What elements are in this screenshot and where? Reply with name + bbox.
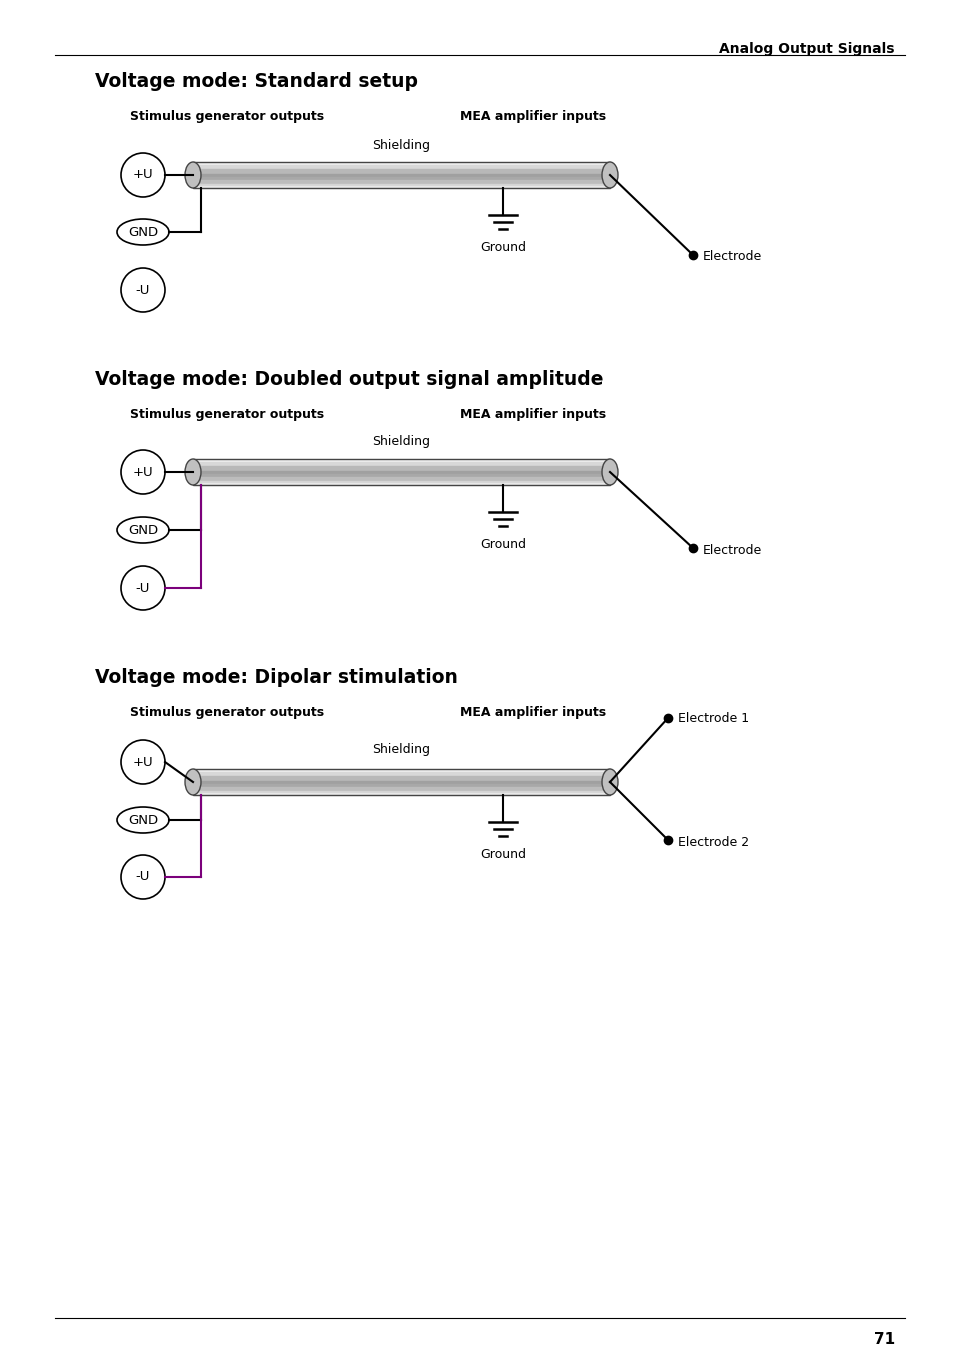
Text: Electrode: Electrode — [702, 251, 761, 263]
Text: Shielding: Shielding — [372, 139, 430, 153]
Text: Electrode 1: Electrode 1 — [678, 711, 748, 725]
Ellipse shape — [185, 162, 201, 188]
Text: Voltage mode: Dipolar stimulation: Voltage mode: Dipolar stimulation — [95, 668, 457, 687]
Text: Voltage mode: Standard setup: Voltage mode: Standard setup — [95, 72, 417, 90]
Bar — [193, 787, 609, 791]
Text: -U: -U — [135, 871, 150, 883]
Bar — [193, 481, 609, 483]
Text: MEA amplifier inputs: MEA amplifier inputs — [459, 706, 605, 720]
Text: Shielding: Shielding — [372, 435, 430, 448]
Bar — [193, 459, 609, 485]
Text: Shielding: Shielding — [372, 743, 430, 756]
Text: +U: +U — [132, 169, 153, 181]
Text: GND: GND — [128, 814, 158, 826]
Bar — [193, 477, 609, 481]
Circle shape — [121, 450, 165, 494]
Circle shape — [121, 566, 165, 610]
Bar — [193, 162, 609, 188]
Bar — [193, 471, 609, 474]
Bar — [193, 772, 609, 776]
Bar — [193, 776, 609, 782]
Text: 71: 71 — [873, 1332, 894, 1347]
Bar — [193, 794, 609, 795]
Ellipse shape — [601, 459, 618, 485]
Bar — [193, 466, 609, 471]
Text: Electrode: Electrode — [702, 544, 761, 556]
Text: Analog Output Signals: Analog Output Signals — [719, 42, 894, 55]
Bar — [193, 459, 609, 462]
Bar — [193, 180, 609, 184]
Circle shape — [121, 855, 165, 899]
Bar — [193, 177, 609, 180]
Text: Ground: Ground — [479, 242, 525, 254]
Bar — [193, 174, 609, 177]
Ellipse shape — [185, 769, 201, 795]
Text: Stimulus generator outputs: Stimulus generator outputs — [130, 109, 324, 123]
Bar — [193, 769, 609, 772]
Text: Voltage mode: Doubled output signal amplitude: Voltage mode: Doubled output signal ampl… — [95, 370, 603, 389]
Bar — [193, 474, 609, 477]
Bar — [193, 462, 609, 466]
Bar — [193, 165, 609, 169]
Text: MEA amplifier inputs: MEA amplifier inputs — [459, 109, 605, 123]
Bar — [193, 169, 609, 174]
Ellipse shape — [185, 459, 201, 485]
Circle shape — [121, 269, 165, 312]
Bar — [193, 769, 609, 795]
Text: Ground: Ground — [479, 848, 525, 861]
Bar — [193, 784, 609, 787]
Text: Stimulus generator outputs: Stimulus generator outputs — [130, 408, 324, 421]
Ellipse shape — [601, 769, 618, 795]
Text: +U: +U — [132, 466, 153, 478]
Bar — [193, 184, 609, 186]
Bar — [193, 782, 609, 784]
Circle shape — [121, 740, 165, 784]
Ellipse shape — [601, 162, 618, 188]
Text: MEA amplifier inputs: MEA amplifier inputs — [459, 408, 605, 421]
Ellipse shape — [117, 219, 169, 244]
Text: Ground: Ground — [479, 539, 525, 551]
Text: GND: GND — [128, 524, 158, 536]
Ellipse shape — [117, 517, 169, 543]
Bar — [193, 791, 609, 794]
Circle shape — [121, 153, 165, 197]
Text: +U: +U — [132, 756, 153, 768]
Ellipse shape — [117, 807, 169, 833]
Bar — [193, 186, 609, 188]
Text: Electrode 2: Electrode 2 — [678, 836, 748, 849]
Bar — [193, 162, 609, 165]
Bar — [193, 483, 609, 485]
Text: Stimulus generator outputs: Stimulus generator outputs — [130, 706, 324, 720]
Text: -U: -U — [135, 582, 150, 594]
Text: -U: -U — [135, 284, 150, 297]
Text: GND: GND — [128, 225, 158, 239]
